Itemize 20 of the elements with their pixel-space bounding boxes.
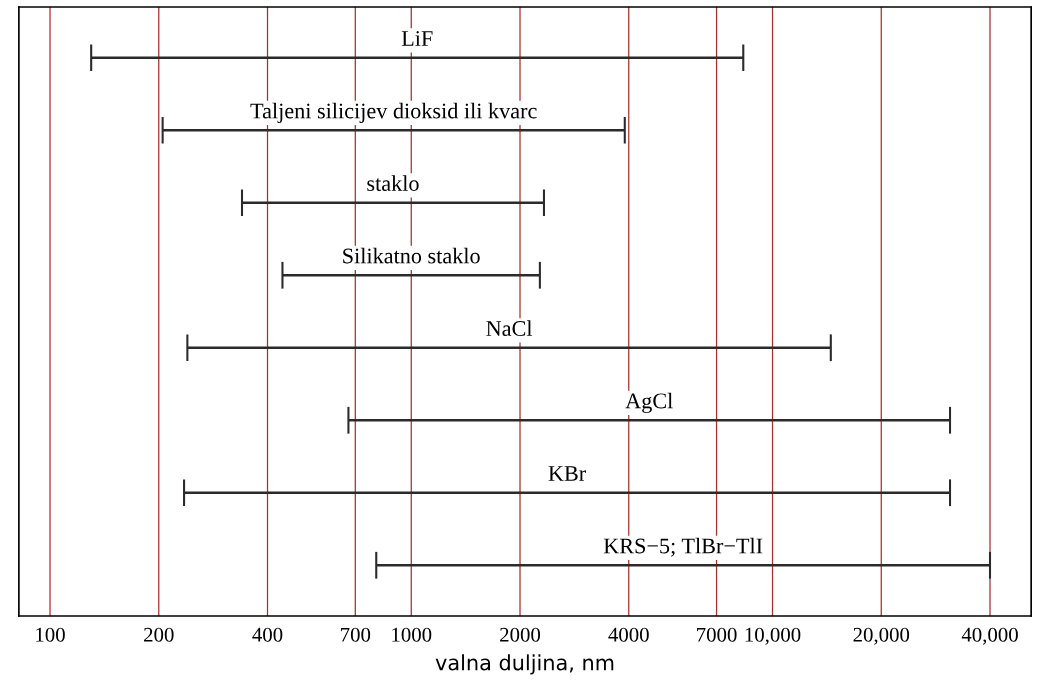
x-tick-label: 1000 [392, 627, 432, 642]
y-tick-label: LiF [401, 31, 433, 46]
x-tick-label: 700 [341, 627, 371, 642]
y-tick-label: KRS−5; TlBr−TlI [603, 537, 763, 557]
y-tick-label: AgCl [625, 392, 673, 413]
y-tick-label: Taljeni silicijev dioksid ili kvarc [250, 102, 537, 123]
y-tick-label: KBr [548, 466, 586, 481]
x-tick-label: 400 [252, 627, 283, 642]
x-tick-label: 200 [144, 627, 174, 642]
y-tick-label: Silikatno staklo [343, 247, 480, 264]
x-tick-label: 7000 [697, 627, 737, 642]
x-tick-label: 100 [36, 627, 65, 642]
x-tick-label: 10,000 [745, 627, 801, 645]
x-tick-label: 40,000 [961, 627, 1018, 645]
x-tick-label: 2000 [500, 627, 541, 642]
x-tick-label: 4000 [608, 627, 649, 642]
x-tick-label: 20,000 [853, 627, 910, 645]
y-tick-label: staklo [367, 175, 419, 191]
x-axis-title: valna duljina, nm [435, 654, 614, 675]
y-tick-label: NaCl [486, 320, 533, 336]
